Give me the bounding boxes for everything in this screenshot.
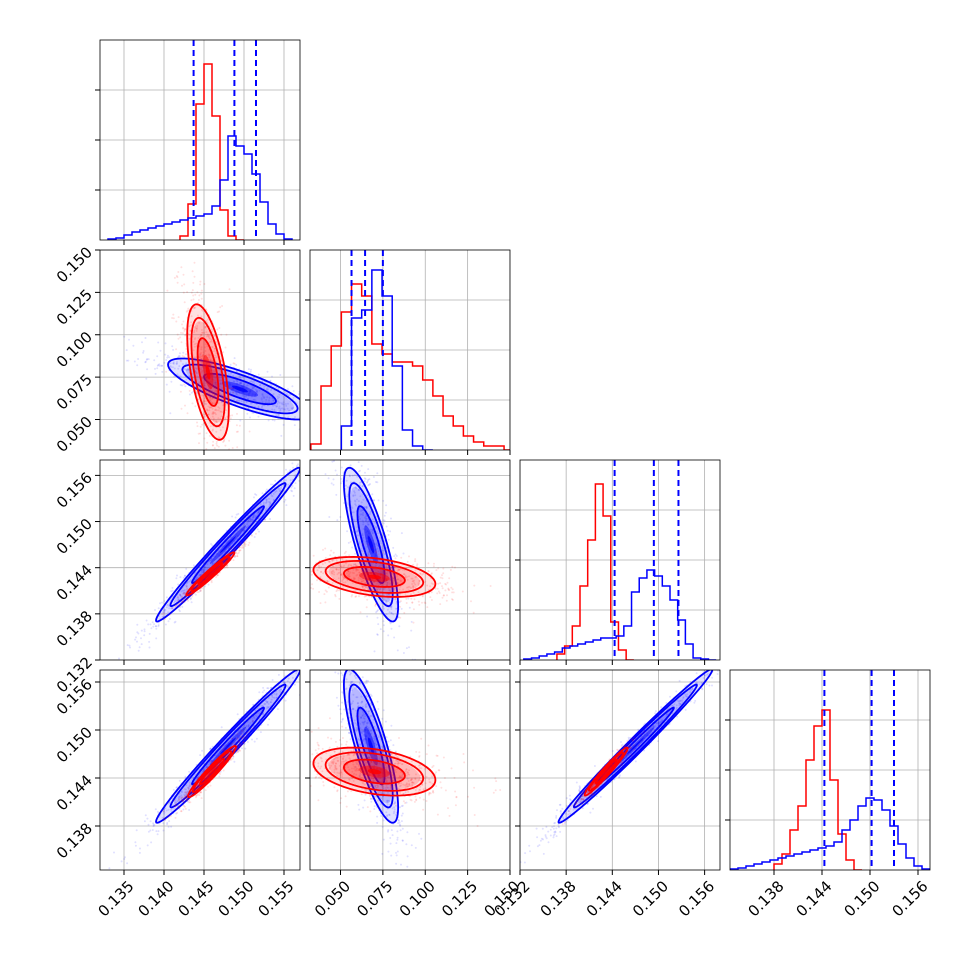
x-tick-label: 0.150 bbox=[840, 877, 883, 920]
scatter-panel-1-0 bbox=[100, 250, 300, 450]
red-histogram-1 bbox=[310, 283, 510, 450]
red-density-4 bbox=[367, 768, 382, 775]
x-tick-label: 0.144 bbox=[792, 877, 835, 920]
x-tick-label: 0.100 bbox=[396, 877, 439, 920]
blue-contour-0 bbox=[167, 357, 300, 421]
red-histogram-3 bbox=[773, 709, 862, 870]
red-contour-1 bbox=[190, 316, 226, 428]
red-contour-2 bbox=[199, 757, 225, 786]
red-density-4 bbox=[367, 574, 382, 580]
panel-frame-3-2 bbox=[519, 669, 721, 871]
blue-density-4 bbox=[232, 385, 248, 393]
blue-density-4 bbox=[368, 737, 374, 755]
y-tick-label: 0.150 bbox=[53, 515, 96, 558]
blue-contour-0 bbox=[155, 466, 300, 623]
blue-histogram-1 bbox=[340, 269, 433, 450]
blue-density-4 bbox=[626, 737, 644, 755]
blue-contour-0 bbox=[557, 670, 714, 824]
panel-frame-2-1 bbox=[309, 459, 511, 661]
blue-contour-1 bbox=[169, 683, 287, 809]
blue-contour-2 bbox=[191, 706, 265, 786]
red-contour-2 bbox=[342, 566, 406, 588]
red-density-4 bbox=[207, 571, 214, 577]
panel-frame-2-0 bbox=[99, 459, 301, 661]
histogram-panel-1 bbox=[310, 250, 510, 450]
x-tick-label: 0.145 bbox=[174, 877, 217, 920]
scatter-panel-3-2 bbox=[520, 670, 720, 870]
x-tick-label: 0.150 bbox=[214, 877, 257, 920]
histogram-panel-2 bbox=[520, 460, 720, 660]
y-tick-label: 0.150 bbox=[53, 723, 96, 766]
scatter-panel-3-1 bbox=[310, 670, 510, 870]
blue-contour-1 bbox=[169, 482, 287, 608]
red-contour-0 bbox=[312, 556, 437, 598]
blue-contour-2 bbox=[356, 706, 386, 786]
red-contour-1 bbox=[190, 555, 231, 592]
red-histogram-2 bbox=[556, 483, 634, 660]
red-contour-0 bbox=[186, 303, 230, 441]
y-tick-label: 0.150 bbox=[53, 243, 96, 286]
red-samples bbox=[310, 715, 502, 827]
histogram-panel-0 bbox=[100, 40, 300, 240]
x-tick-label: 0.135 bbox=[94, 877, 137, 920]
red-contour-1 bbox=[191, 750, 233, 793]
y-tick-label: 0.144 bbox=[53, 771, 96, 814]
red-contour-0 bbox=[312, 746, 437, 797]
red-contour-1 bbox=[588, 751, 625, 792]
blue-histogram-3 bbox=[730, 797, 930, 870]
x-tick-label: 0.125 bbox=[438, 877, 481, 920]
red-contour-2 bbox=[197, 562, 224, 586]
red-contour-2 bbox=[594, 758, 618, 785]
y-tick-label: 0.100 bbox=[53, 328, 96, 371]
blue-contour-1 bbox=[572, 683, 698, 809]
blue-contour-2 bbox=[203, 372, 277, 406]
red-density-4 bbox=[603, 768, 609, 775]
histogram-panel-3 bbox=[730, 670, 930, 870]
x-tick-label: 0.155 bbox=[254, 877, 297, 920]
panel-frame-3-0 bbox=[99, 669, 301, 871]
y-tick-label: 0.125 bbox=[53, 286, 96, 329]
red-contour-0 bbox=[187, 745, 237, 799]
panel-frame-3-1 bbox=[309, 669, 511, 871]
y-tick-label: 0.138 bbox=[53, 819, 96, 862]
y-tick-label: 0.138 bbox=[53, 607, 96, 650]
x-tick-label: 0.138 bbox=[537, 877, 580, 920]
x-tick-label: 0.156 bbox=[675, 877, 718, 920]
x-tick-label: 0.156 bbox=[888, 877, 931, 920]
blue-density-4 bbox=[220, 737, 236, 755]
y-tick-label: 0.075 bbox=[53, 370, 96, 413]
x-tick-label: 0.050 bbox=[311, 877, 354, 920]
red-contour-2 bbox=[196, 337, 220, 407]
red-contour-2 bbox=[342, 758, 406, 785]
x-tick-label: 0.150 bbox=[629, 877, 672, 920]
blue-contour-1 bbox=[348, 683, 394, 809]
y-tick-label: 0.050 bbox=[53, 413, 96, 456]
scatter-panel-2-1 bbox=[310, 460, 510, 660]
blue-contour-1 bbox=[181, 363, 299, 415]
blue-histogram-2 bbox=[523, 569, 717, 660]
blue-contour-0 bbox=[155, 670, 300, 824]
x-tick-label: 0.144 bbox=[583, 877, 626, 920]
red-contour-1 bbox=[324, 751, 425, 792]
blue-density-4 bbox=[220, 536, 236, 554]
red-contour-1 bbox=[324, 560, 425, 594]
red-density-4 bbox=[209, 768, 215, 775]
y-tick-label: 0.156 bbox=[53, 469, 96, 512]
scatter-panel-3-0 bbox=[100, 670, 300, 870]
x-tick-label: 0.140 bbox=[134, 877, 177, 920]
x-tick-label: 0.075 bbox=[353, 877, 396, 920]
red-density-4 bbox=[205, 364, 211, 380]
blue-contour-2 bbox=[191, 505, 265, 585]
blue-density-4 bbox=[368, 536, 374, 554]
x-tick-label: 0.138 bbox=[744, 877, 787, 920]
scatter-panel-2-0 bbox=[100, 460, 300, 660]
blue-contour-0 bbox=[342, 670, 400, 824]
panel-frame-1-0 bbox=[99, 249, 301, 451]
y-tick-label: 0.144 bbox=[53, 561, 96, 604]
blue-histogram-0 bbox=[107, 135, 293, 240]
blue-contour-0 bbox=[342, 466, 400, 623]
blue-contour-1 bbox=[348, 482, 394, 608]
red-histogram-0 bbox=[179, 63, 244, 240]
